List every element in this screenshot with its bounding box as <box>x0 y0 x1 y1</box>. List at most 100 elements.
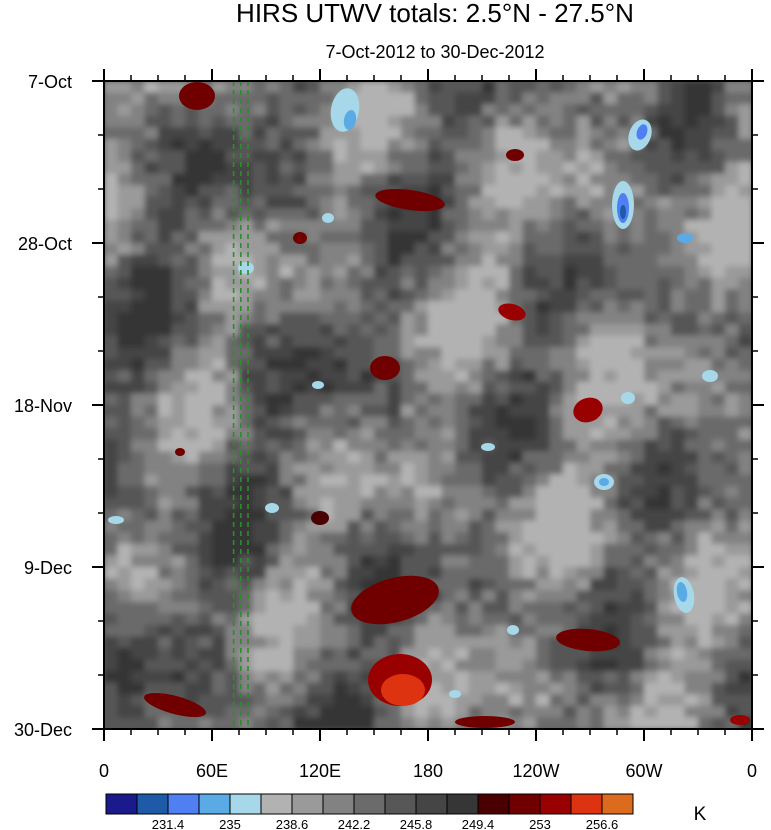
field-cell <box>684 613 699 626</box>
chart-subtitle: 7-Oct-2012 to 30-Dec-2012 <box>325 42 544 62</box>
field-cell <box>455 543 470 557</box>
field-cell <box>698 682 713 695</box>
field-cell <box>549 671 564 684</box>
field-cell <box>212 162 227 175</box>
field-cell <box>117 393 132 406</box>
field-cell <box>266 578 281 591</box>
field-cell <box>738 532 752 545</box>
field-cell <box>333 370 348 383</box>
field-cell <box>576 370 591 383</box>
field-cell <box>603 613 618 626</box>
field-cell <box>468 185 483 198</box>
field-cell <box>387 231 402 244</box>
field-region <box>238 262 254 274</box>
field-cell <box>306 277 321 290</box>
field-cell <box>482 578 497 591</box>
field-cell <box>671 92 686 105</box>
field-cell <box>117 312 132 325</box>
field-cell <box>711 150 726 163</box>
field-cell <box>374 474 389 487</box>
field-cell <box>387 567 402 580</box>
field-cell <box>738 162 752 175</box>
field-cell <box>171 474 186 487</box>
field-cell <box>509 520 524 533</box>
field-cell <box>482 173 497 186</box>
field-cell <box>320 705 335 719</box>
field-cell <box>239 578 254 591</box>
field-cell <box>252 370 267 383</box>
field-cell <box>657 254 672 267</box>
field-cell <box>158 567 173 580</box>
field-cell <box>441 104 456 117</box>
field-cell <box>509 381 524 395</box>
field-cell <box>198 196 213 209</box>
field-cell <box>104 532 119 545</box>
field-cell <box>144 486 159 499</box>
field-cell <box>131 613 146 626</box>
field-cell <box>131 243 146 256</box>
field-cell <box>617 104 632 117</box>
field-cell <box>131 497 146 510</box>
field-cell <box>441 115 456 128</box>
field-cell <box>306 138 321 152</box>
field-cell <box>630 277 645 290</box>
field-cell <box>563 92 578 105</box>
field-cell <box>711 347 726 360</box>
field-cell <box>387 532 402 545</box>
field-cell <box>158 601 173 614</box>
field-cell <box>185 520 200 533</box>
field-cell <box>603 347 618 360</box>
colorbar-label: 253 <box>529 817 551 830</box>
field-cell <box>441 393 456 406</box>
field-cell <box>158 347 173 360</box>
field-cell <box>684 289 699 302</box>
field-cell <box>698 138 713 152</box>
field-cell <box>698 381 713 395</box>
field-cell <box>482 127 497 140</box>
field-cell <box>212 578 227 591</box>
field-cell <box>171 162 186 175</box>
field-region <box>179 82 215 110</box>
field-cell <box>279 347 294 360</box>
field-cell <box>711 115 726 128</box>
field-cell <box>333 462 348 476</box>
field-cell <box>414 162 429 175</box>
field-cell <box>563 254 578 267</box>
field-cell <box>428 324 443 337</box>
field-cell <box>536 370 551 383</box>
field-cell <box>468 659 483 672</box>
field-cell <box>158 185 173 198</box>
field-cell <box>455 520 470 533</box>
field-cell <box>104 127 119 140</box>
field-cell <box>225 659 240 672</box>
field-cell <box>644 694 659 707</box>
field-cell <box>657 347 672 360</box>
field-cell <box>482 636 497 649</box>
field-cell <box>185 578 200 591</box>
field-cell <box>131 208 146 221</box>
field-cell <box>549 520 564 533</box>
field-cell <box>738 509 752 522</box>
field-cell <box>387 543 402 557</box>
field-cell <box>468 451 483 464</box>
field-cell <box>590 162 605 175</box>
field-cell <box>468 115 483 128</box>
field-cell <box>144 543 159 557</box>
field-cell <box>522 462 537 476</box>
field-cell <box>522 208 537 221</box>
field-cell <box>576 92 591 105</box>
field-cell <box>131 717 146 729</box>
field-cell <box>603 150 618 163</box>
field-cell <box>441 636 456 649</box>
field-cell <box>684 624 699 638</box>
field-cell <box>212 717 227 729</box>
field-cell <box>455 601 470 614</box>
field-cell <box>266 567 281 580</box>
field-cell <box>333 277 348 290</box>
field-cell <box>185 393 200 406</box>
field-cell <box>657 543 672 557</box>
field-region <box>455 716 515 728</box>
field-cell <box>104 636 119 649</box>
field-cell <box>171 173 186 186</box>
field-cell <box>144 243 159 256</box>
